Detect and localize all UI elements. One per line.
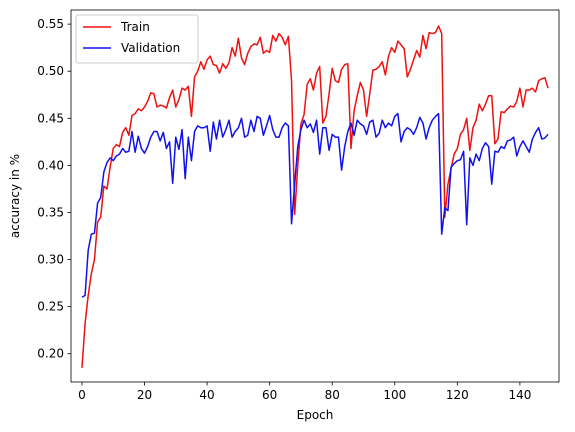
series-line-train [81, 25, 549, 368]
legend-label-validation: Validation [121, 41, 180, 55]
y-tick-label: 0.45 [37, 111, 64, 125]
y-tick-label: 0.20 [37, 347, 64, 361]
x-tick-label: 0 [78, 388, 86, 402]
y-axis-label: accuracy in % [8, 154, 22, 238]
x-tick-label: 140 [508, 388, 531, 402]
x-axis-label: Epoch [297, 408, 334, 422]
y-tick-label: 0.40 [37, 158, 64, 172]
series-line-validation [81, 112, 549, 298]
x-tick-label: 100 [383, 388, 406, 402]
x-tick-label: 120 [446, 388, 469, 402]
y-tick-label: 0.30 [37, 253, 64, 267]
x-tick-label: 60 [262, 388, 277, 402]
legend-label-train: Train [120, 20, 150, 34]
series-lines [81, 25, 549, 368]
y-tick-label: 0.35 [37, 205, 64, 219]
y-tick-label: 0.50 [37, 64, 64, 78]
y-tick-label: 0.25 [37, 300, 64, 314]
x-tick-label: 20 [137, 388, 152, 402]
x-axis: 0 20 40 60 80 100 120 140 [78, 382, 531, 402]
y-axis: 0.20 0.25 0.30 0.35 0.40 0.45 0.50 0.55 [37, 17, 71, 361]
plot-area [70, 9, 560, 383]
x-tick-label: 40 [199, 388, 214, 402]
x-tick-label: 80 [325, 388, 340, 402]
y-tick-label: 0.55 [37, 17, 64, 31]
legend: Train Validation [75, 14, 199, 64]
